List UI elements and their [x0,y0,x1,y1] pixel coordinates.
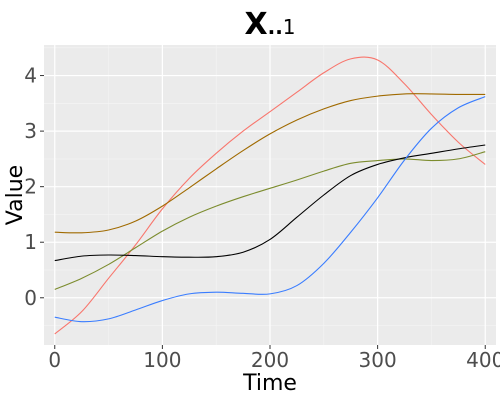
y-tick-label: 1 [24,230,37,254]
y-tick-label: 3 [24,119,37,143]
series-layer [54,56,486,335]
x-tick-label: 100 [143,348,181,372]
y-axis: 0 1 2 3 4 [24,64,44,310]
x-tick-label: 200 [251,348,289,372]
chart-title-dots: .. [268,15,283,39]
x-axis: 0 100 200 300 400 [48,345,500,372]
x-tick-label: 300 [359,348,397,372]
chart-title-subscript: 1 [283,15,296,39]
x-axis-title: Time [242,371,297,396]
series-line-3 [54,151,486,290]
series-line-2 [54,93,486,234]
chart-title-main: X [244,7,267,42]
grid-major [44,45,496,345]
y-tick-label: 2 [24,175,37,199]
y-axis-title: Value [3,165,28,225]
series-line-5 [54,96,486,323]
chart-title: X..1 [244,7,295,42]
x-tick-label: 0 [48,348,61,372]
series-line-4 [54,144,486,262]
y-tick-label: 0 [24,286,37,310]
x-tick-label: 400 [466,348,500,372]
y-tick-label: 4 [24,64,37,88]
